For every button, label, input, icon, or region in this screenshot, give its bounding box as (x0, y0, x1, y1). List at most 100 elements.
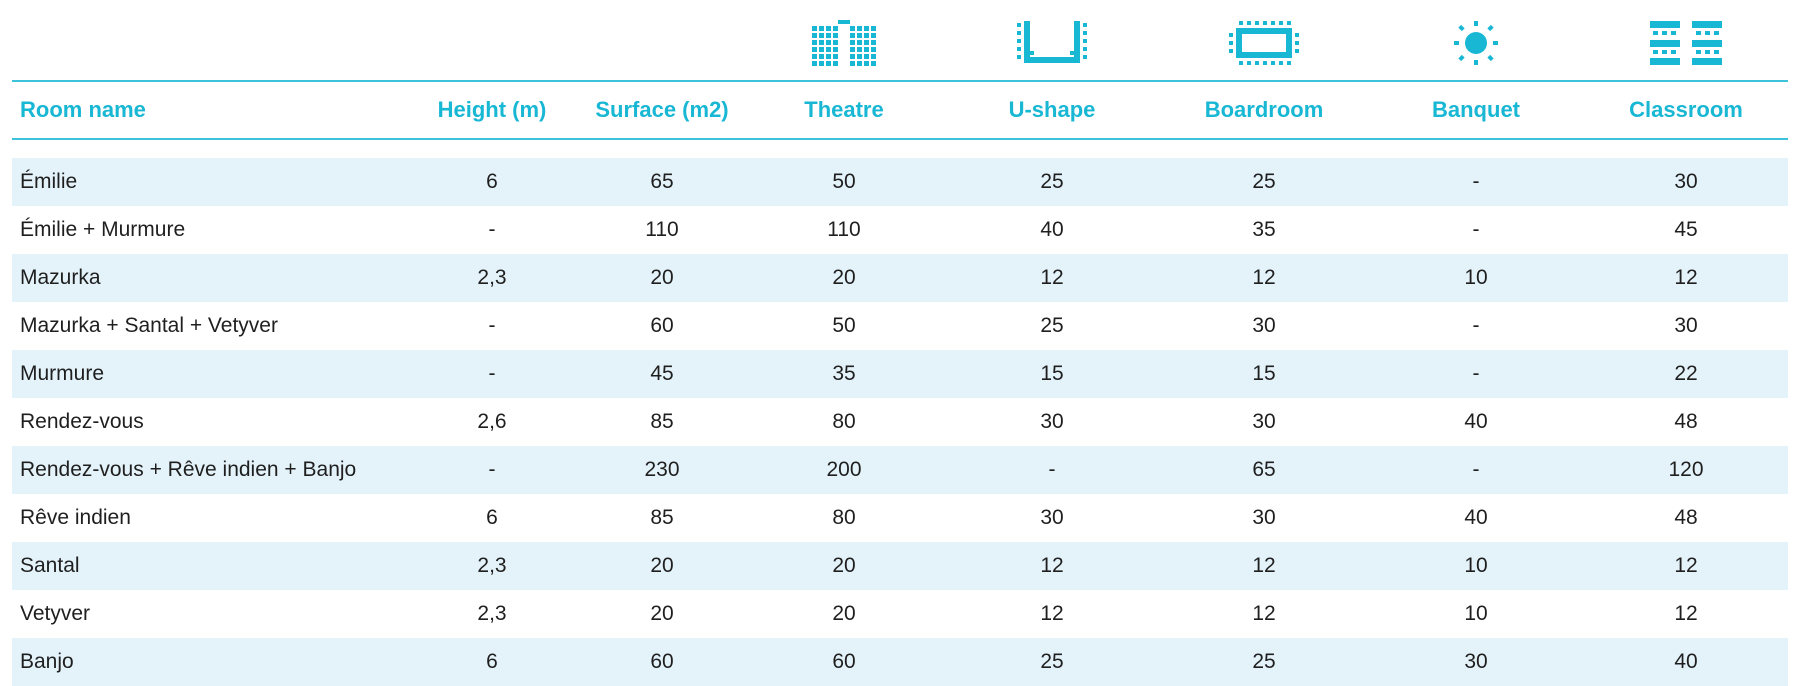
cell-boardroom: 30 (1252, 506, 1276, 529)
cell-height: 6 (486, 170, 498, 193)
table-header: Room name Height (m) Surface (m2) Theatr… (12, 82, 1788, 138)
cell-theatre: 200 (826, 458, 862, 481)
cell-room-name: Banjo (20, 650, 74, 673)
cell-banquet: 30 (1464, 650, 1488, 673)
cell-height: 2,3 (477, 266, 507, 289)
header-surface: Surface (m2) (595, 97, 729, 122)
cell-surface: 60 (650, 314, 674, 337)
cell-u-shape: 30 (1040, 506, 1064, 529)
cell-u-shape: 15 (1040, 362, 1064, 385)
cell-classroom: 22 (1674, 362, 1698, 385)
cell-height: - (488, 314, 496, 337)
cell-boardroom: 30 (1252, 410, 1276, 433)
cell-theatre: 110 (827, 218, 861, 241)
table-row: Rendez-vous 2,6 85 80 30 30 40 48 (12, 398, 1788, 446)
cell-banquet: - (1472, 218, 1480, 241)
cell-theatre: 35 (832, 362, 856, 385)
cell-surface: 20 (650, 266, 674, 289)
cell-height: - (488, 218, 496, 241)
banquet-layout-icon (1416, 14, 1536, 72)
table-row: Mazurka 2,3 20 20 12 12 10 12 (12, 254, 1788, 302)
cell-surface: 45 (650, 362, 674, 385)
header-banquet: Banquet (1432, 97, 1520, 122)
cell-theatre: 20 (832, 266, 856, 289)
table-row: Rendez-vous + Rêve indien + Banjo - 230 … (12, 446, 1788, 494)
cell-surface: 65 (650, 170, 674, 193)
cell-boardroom: 30 (1252, 314, 1276, 337)
cell-classroom: 45 (1674, 218, 1698, 241)
cell-surface: 110 (645, 218, 679, 241)
cell-banquet: - (1472, 458, 1480, 481)
cell-classroom: 48 (1674, 506, 1698, 529)
header-boardroom: Boardroom (1204, 97, 1324, 122)
cell-banquet: 40 (1464, 506, 1488, 529)
cell-room-name: Rêve indien (20, 506, 131, 529)
cell-boardroom: 12 (1252, 266, 1276, 289)
cell-height: 6 (486, 650, 498, 673)
cell-height: - (488, 362, 496, 385)
cell-height: 2,3 (477, 602, 507, 625)
cell-surface: 230 (644, 458, 680, 481)
cell-boardroom: 35 (1252, 218, 1276, 241)
header-room-name: Room name (20, 97, 146, 122)
cell-classroom: 30 (1674, 314, 1698, 337)
header-bottom-rule (12, 138, 1788, 140)
cell-u-shape: 40 (1040, 218, 1064, 241)
cell-surface: 20 (650, 602, 674, 625)
cell-u-shape: 25 (1040, 170, 1064, 193)
cell-u-shape: 12 (1040, 554, 1064, 577)
cell-boardroom: 65 (1252, 458, 1276, 481)
table-body: Émilie 6 65 50 25 25 - 30 Émilie + Murmu… (12, 158, 1788, 686)
cell-height: - (488, 458, 496, 481)
cell-classroom: 30 (1674, 170, 1698, 193)
cell-classroom: 48 (1674, 410, 1698, 433)
cell-surface: 85 (650, 506, 674, 529)
boardroom-layout-icon (1204, 14, 1324, 72)
cell-theatre: 20 (832, 554, 856, 577)
cell-classroom: 120 (1668, 458, 1704, 481)
cell-banquet: 10 (1464, 554, 1488, 577)
cell-classroom: 12 (1674, 554, 1698, 577)
cell-room-name: Émilie + Murmure (20, 218, 186, 241)
layout-icons-row (12, 14, 1788, 72)
u-shape-layout-icon (992, 14, 1112, 72)
cell-room-name: Murmure (20, 362, 105, 385)
cell-boardroom: 12 (1252, 602, 1276, 625)
table-row: Mazurka + Santal + Vetyver - 60 50 25 30… (12, 302, 1788, 350)
cell-height: 2,3 (477, 554, 507, 577)
cell-theatre: 50 (832, 170, 856, 193)
cell-boardroom: 12 (1252, 554, 1276, 577)
header-theatre: Theatre (804, 97, 884, 122)
cell-banquet: 10 (1464, 602, 1488, 625)
cell-room-name: Vetyver (20, 602, 91, 625)
cell-room-name: Rendez-vous (20, 410, 144, 433)
cell-room-name: Santal (20, 554, 80, 577)
cell-room-name: Mazurka + Santal + Vetyver (20, 314, 278, 337)
table-row: Santal 2,3 20 20 12 12 10 12 (12, 542, 1788, 590)
cell-boardroom: 25 (1252, 650, 1276, 673)
cell-theatre: 80 (832, 410, 856, 433)
cell-classroom: 40 (1674, 650, 1698, 673)
cell-banquet: - (1472, 170, 1480, 193)
cell-u-shape: 25 (1040, 314, 1064, 337)
header-u-shape: U-shape (1008, 97, 1096, 122)
header-classroom: Classroom (1629, 97, 1743, 122)
cell-u-shape: - (1048, 458, 1056, 481)
cell-banquet: - (1472, 314, 1480, 337)
cell-u-shape: 25 (1040, 650, 1064, 673)
cell-room-name: Mazurka (20, 266, 101, 289)
cell-surface: 20 (650, 554, 674, 577)
table-row: Émilie 6 65 50 25 25 - 30 (12, 158, 1788, 206)
cell-boardroom: 25 (1252, 170, 1276, 193)
cell-room-name: Rendez-vous + Rêve indien + Banjo (20, 458, 357, 481)
cell-banquet: 10 (1464, 266, 1488, 289)
cell-u-shape: 12 (1040, 266, 1064, 289)
cell-height: 6 (486, 506, 498, 529)
table-row: Banjo 6 60 60 25 25 30 40 (12, 638, 1788, 686)
cell-theatre: 60 (832, 650, 856, 673)
cell-room-name: Émilie (20, 170, 78, 193)
cell-boardroom: 15 (1252, 362, 1276, 385)
table-row: Vetyver 2,3 20 20 12 12 10 12 (12, 590, 1788, 638)
cell-height: 2,6 (477, 410, 507, 433)
cell-surface: 60 (650, 650, 674, 673)
